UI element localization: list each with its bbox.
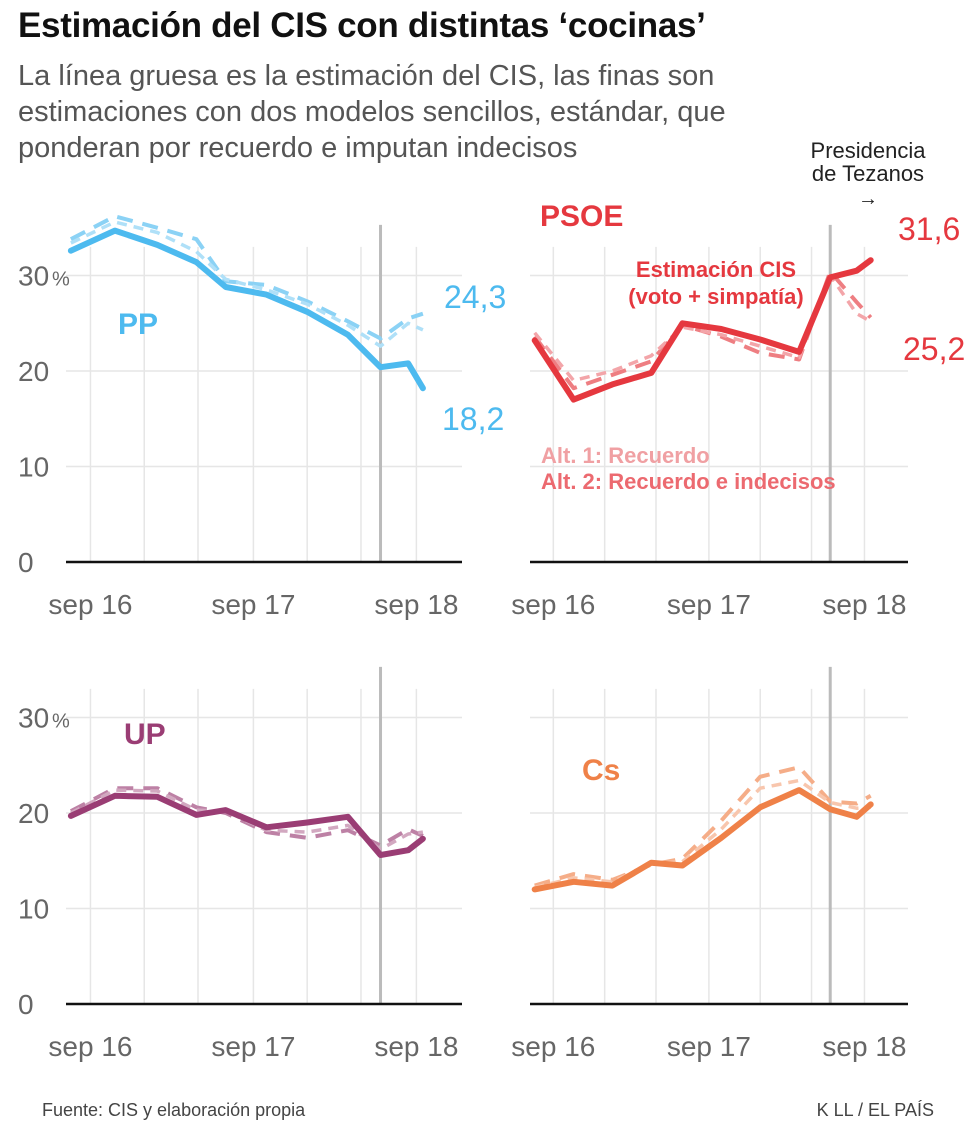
series-pp-cis [67, 227, 426, 392]
end-label-psoe-upper: 31,6 [898, 211, 960, 247]
xtick-cs-0: sep 16 [511, 1031, 595, 1062]
legend-alt2: Alt. 2: Recuerdo e indecisos [541, 469, 836, 494]
series-up-cis [67, 792, 426, 858]
footer-source: Fuente: CIS y elaboración propia [42, 1100, 306, 1120]
ytick-pp-10: 10 [18, 452, 49, 483]
series-up-alt2 [69, 786, 424, 848]
end-label-pp-upper: 24,3 [444, 279, 506, 315]
ytick-up-0: 0 [18, 989, 34, 1020]
series-cs-cis [531, 787, 874, 893]
chart-subtitle: La línea gruesa es la estimación del CIS… [18, 60, 726, 164]
ytick-pp-30: 30 [18, 261, 49, 292]
series-pp-alt1 [70, 220, 424, 348]
xtick-pp-2: sep 18 [374, 589, 458, 620]
series-cs-alt1 [534, 778, 871, 890]
series-pp-alt2 [69, 214, 424, 341]
tezanos-label-line2: de Tezanos [812, 161, 924, 186]
ytick-unit-pp: % [52, 269, 70, 291]
party-label-psoe: PSOE [540, 200, 623, 233]
xtick-psoe-1: sep 17 [667, 589, 751, 620]
ytick-up-10: 10 [18, 894, 49, 925]
panel-up: 0 10 20 30 % sep 16 sep 17 sep 18 UP [18, 666, 462, 1062]
ytick-up-20: 20 [18, 798, 49, 829]
xtick-pp-1: sep 17 [211, 589, 295, 620]
xtick-cs-2: sep 18 [822, 1031, 906, 1062]
xtick-psoe-0: sep 16 [511, 589, 595, 620]
tezanos-label-line1: Presidencia [811, 138, 927, 163]
xtick-cs-1: sep 17 [667, 1031, 751, 1062]
xtick-up-0: sep 16 [48, 1031, 132, 1062]
xtick-up-1: sep 17 [211, 1031, 295, 1062]
ytick-unit-up: % [52, 711, 70, 733]
legend-cis-line2: (voto + simpatía) [628, 284, 803, 309]
legend-alt1: Alt. 1: Recuerdo [541, 443, 710, 468]
party-label-cs: Cs [582, 754, 620, 787]
legend-cis-line1: Estimación CIS [636, 257, 796, 282]
end-label-pp-lower: 18,2 [442, 401, 504, 437]
party-label-up: UP [124, 718, 166, 751]
series-psoe-alt2 [533, 269, 873, 391]
end-label-psoe-lower: 25,2 [903, 331, 965, 367]
xtick-up-2: sep 18 [374, 1031, 458, 1062]
chart-title: Estimación del CIS con distintas ‘cocina… [18, 6, 706, 45]
footer-credit: K LL / EL PAÍS [816, 1100, 934, 1120]
ytick-pp-0: 0 [18, 547, 34, 578]
tezanos-arrow-icon: → [858, 188, 878, 210]
series-psoe-alt1 [533, 273, 872, 383]
series-psoe-cis [531, 257, 874, 403]
ytick-up-30: 30 [18, 703, 49, 734]
xtick-pp-0: sep 16 [48, 589, 132, 620]
xtick-psoe-2: sep 18 [822, 589, 906, 620]
panel-pp: 0 10 20 30 % sep 16 sep 17 sep 18 PP 24,3 18,2 [18, 214, 506, 620]
party-label-pp: PP [118, 308, 158, 341]
series-cs-alt2 [534, 765, 872, 888]
ytick-pp-20: 20 [18, 356, 49, 387]
